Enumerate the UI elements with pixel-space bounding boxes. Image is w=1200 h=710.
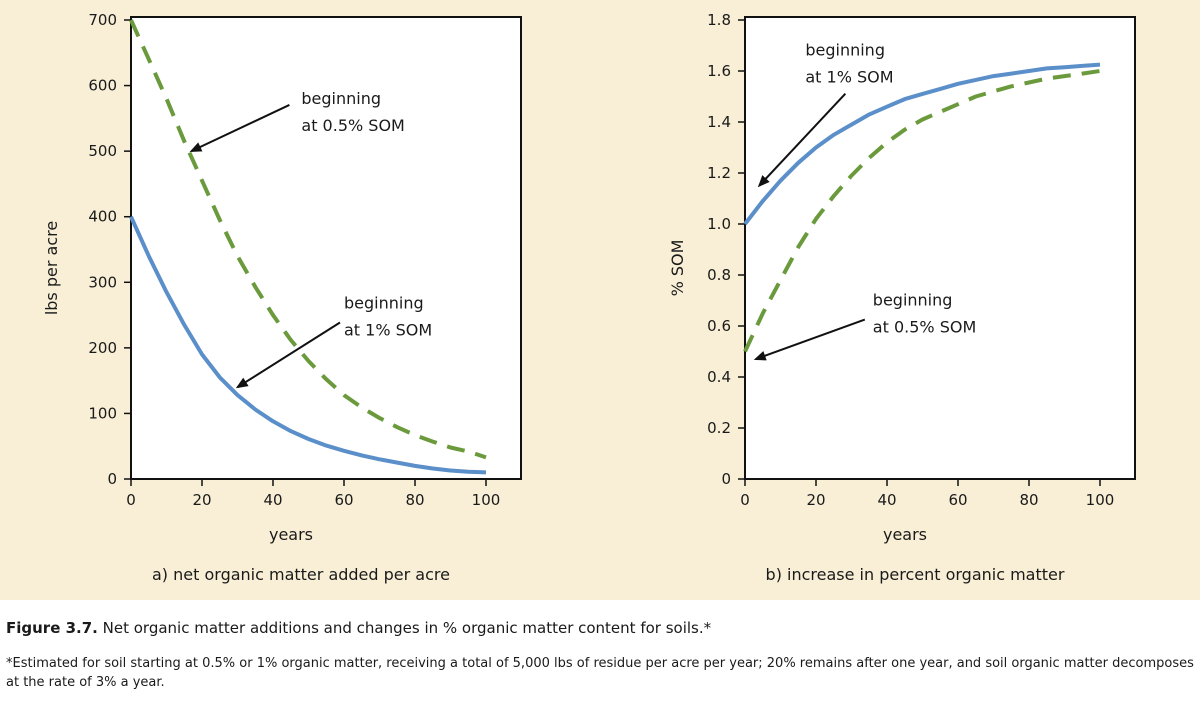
annotation-text: beginning — [344, 294, 424, 313]
annotation-text: at 1% SOM — [344, 321, 432, 340]
annotation-arrow — [235, 321, 341, 389]
annotation-arrow — [189, 104, 290, 153]
annotation-text: beginning — [301, 89, 381, 108]
annotation-text: beginning — [805, 41, 885, 60]
y-tick-label: 1.4 — [707, 113, 731, 131]
y-tick-label: 1.6 — [707, 62, 731, 80]
figure-svg: 0 20 40 60 80 1000100200300400500600700yearsl… — [42, 11, 1136, 584]
x-tick-label: 100 — [472, 491, 501, 509]
annotation-arrow — [753, 318, 866, 361]
x-axis-label: years — [269, 525, 313, 544]
y-tick-label: 1.0 — [707, 215, 731, 233]
series-line-solid — [743, 62, 1101, 226]
series-line-solid — [129, 215, 487, 475]
annotation-text: beginning — [873, 291, 953, 310]
y-tick-label: 400 — [88, 208, 117, 226]
figure-caption-label: Figure 3.7. — [6, 619, 98, 637]
y-tick-label: 0.2 — [707, 419, 731, 437]
y-tick-label: 1.8 — [707, 11, 731, 29]
figure-caption-text: Net organic matter additions and changes… — [97, 619, 712, 637]
x-tick-label: 40 — [263, 491, 282, 509]
series-line-dashed — [129, 19, 487, 460]
x-tick-label: 80 — [405, 491, 424, 509]
x-tick-label: 20 — [192, 491, 211, 509]
y-tick-label: 0 — [721, 470, 731, 488]
x-tick-label: 60 — [948, 491, 967, 509]
y-tick-label: 200 — [88, 339, 117, 357]
chart-subtitle: b) increase in percent organic matter — [766, 565, 1065, 584]
x-tick-label: 0 — [740, 491, 750, 509]
annotation-text: at 1% SOM — [805, 68, 893, 87]
figure-footnote: *Estimated for soil starting at 0.5% or … — [6, 656, 1194, 690]
x-tick-label: 20 — [806, 491, 825, 509]
series-line-dashed — [743, 69, 1101, 353]
figure-caption: Figure 3.7. Net organic matter additions… — [6, 618, 1194, 638]
y-tick-label: 0.4 — [707, 368, 731, 386]
plot-area — [744, 16, 1136, 480]
annotation-text: at 0.5% SOM — [873, 318, 976, 337]
chart-net-organic-matter: 0 20 40 60 80 100 0 100 200 300 400 500 600 700 years l… — [42, 11, 522, 584]
annotation-text: at 0.5% SOM — [301, 116, 404, 135]
y-tick-label: 1.2 — [707, 164, 731, 182]
x-tick-label: 100 — [1086, 491, 1115, 509]
y-tick-label: 100 — [88, 404, 117, 422]
x-tick-label: 40 — [877, 491, 896, 509]
y-tick-label: 300 — [88, 273, 117, 291]
x-axis-label: years — [883, 525, 927, 544]
chart-subtitle: a) net organic matter added per acre — [152, 565, 450, 584]
y-tick-label: 0 — [107, 470, 117, 488]
chart-percent-som: 0 20 40 60 80 100 0 0.2 0.4 0.6 0.8 1.0 1.2 1.4 1.6 1.8… — [668, 11, 1136, 584]
x-tick-label: 80 — [1019, 491, 1038, 509]
y-tick-label: 600 — [88, 77, 117, 95]
y-tick-label: 0.8 — [707, 266, 731, 284]
x-tick-label: 60 — [334, 491, 353, 509]
plot-area — [130, 16, 522, 480]
y-tick-label: 0.6 — [707, 317, 731, 335]
y-axis-label: % SOM — [668, 240, 687, 297]
annotation-arrow — [757, 93, 847, 188]
x-tick-label: 0 — [126, 491, 136, 509]
y-tick-label: 700 — [88, 11, 117, 29]
y-axis-label: lbs per acre — [42, 221, 61, 315]
y-tick-label: 500 — [88, 142, 117, 160]
